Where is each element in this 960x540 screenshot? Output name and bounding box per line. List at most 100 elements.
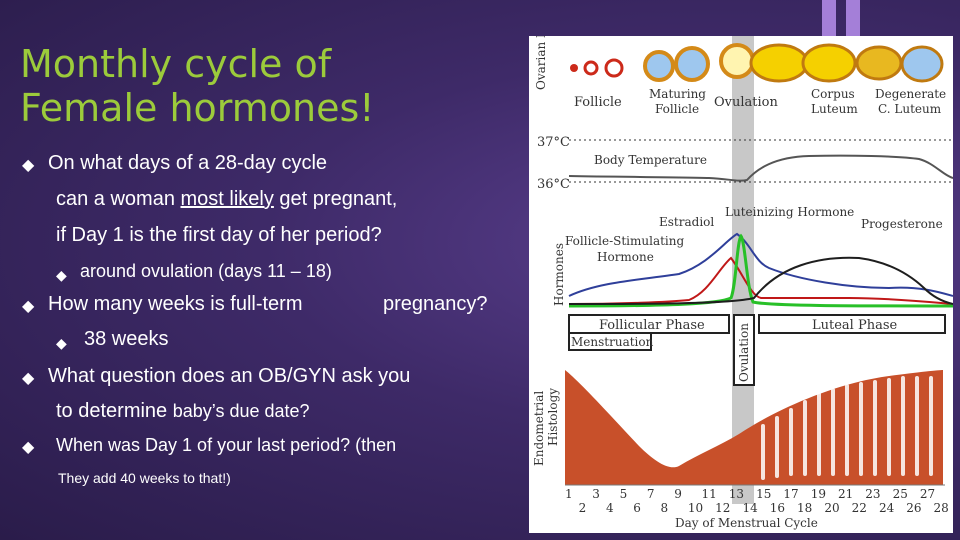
day-label-4: 4 (606, 501, 614, 515)
diamond-bullet-icon: ◆ (22, 370, 35, 387)
day-label-27: 27 (920, 487, 935, 501)
lh-label: Luteinizing Hormone (725, 205, 854, 219)
diamond-bullet-icon: ◆ (22, 298, 35, 315)
luteal-phase-box (758, 314, 946, 334)
answer-3-cont: They add 40 weeks to that!) (58, 470, 231, 486)
follicle-stage-1 (570, 64, 578, 72)
diamond-bullet-icon: ◆ (56, 335, 67, 351)
day-label-1: 1 (565, 487, 573, 501)
stage-corpus-luteum: Corpus Luteum (811, 87, 858, 116)
question-3: ◆ What question does an OB/GYN ask you (22, 363, 508, 389)
ovarian-label: Ovarian Histology (534, 36, 548, 90)
day-label-14: 14 (742, 501, 758, 515)
progesterone-curve (568, 256, 954, 305)
a2-text: 38 weeks (84, 328, 169, 350)
cycle-diagram: Ovarian Histology Follicle MaturingFolli… (532, 0, 954, 530)
day-label-24: 24 (879, 501, 895, 515)
maturing-follicle-2 (674, 46, 710, 82)
day-label-20: 20 (824, 501, 839, 515)
hormones-axis-label: Hormones (552, 243, 566, 306)
fsh-curve (568, 232, 954, 297)
day-label-23: 23 (865, 487, 880, 501)
day-label-5: 5 (620, 487, 628, 501)
endometrial-label-1: Endometrial (532, 391, 546, 466)
corpus-luteum-3 (855, 45, 903, 81)
fsh-label: Follicle-Stimulating Hormone (565, 234, 684, 264)
day-label-6: 6 (633, 501, 641, 515)
diamond-bullet-icon: ◆ (56, 267, 67, 283)
a3-line-1: When was Day 1 of your last period? (the… (56, 435, 397, 455)
q1-line-2c: get pregnant, (273, 188, 398, 210)
day-label-21: 21 (838, 487, 853, 501)
endometrial-glands (761, 376, 933, 480)
slide-title: Monthly cycle of Female hormones! (20, 42, 375, 130)
title-line-2: Female hormones! (20, 86, 375, 130)
day-label-10: 10 (688, 501, 703, 515)
x-axis-title: Day of Menstrual Cycle (675, 516, 818, 530)
day-label-7: 7 (647, 487, 655, 501)
q3-line-1: What question does an OB/GYN ask you (48, 365, 411, 387)
body-temperature-line (568, 154, 954, 182)
day-label-12: 12 (715, 501, 730, 515)
day-label-28: 28 (934, 501, 949, 515)
answer-3: ◆ When was Day 1 of your last period? (t… (22, 432, 397, 458)
q2-text-a: How many weeks is full-term (48, 293, 303, 315)
stage-maturing-follicle: Maturing Follicle (649, 87, 706, 116)
follicular-phase-label: Follicular Phase (599, 318, 705, 333)
day-label-2: 2 (579, 501, 587, 515)
endometrial-label-2: Histology (546, 388, 560, 446)
day-label-8: 8 (661, 501, 669, 515)
day-label-15: 15 (756, 487, 771, 501)
q1-line-2a: can a woman (56, 188, 181, 210)
accent-bar-left (822, 0, 836, 38)
shedding-endometrium (565, 370, 679, 485)
diamond-bullet-icon: ◆ (22, 157, 35, 174)
temp-36-label: 36°C (537, 177, 570, 192)
temp-37-label: 37°C (537, 135, 570, 150)
q3-line-2b: baby’s due date? (172, 401, 310, 421)
day-label-25: 25 (893, 487, 908, 501)
diamond-bullet-icon: ◆ (22, 439, 35, 456)
luteal-phase-label: Luteal Phase (812, 318, 898, 333)
follicle-stage-3 (604, 58, 624, 78)
day-labels: 1 3 5 7 9 11 13 15 17 19 21 23 25 272 4 6 8 10 12 14 16 18 20 2… (565, 487, 949, 515)
day-label-19: 19 (811, 487, 826, 501)
answer-2: ◆ 38 weeks (56, 326, 169, 352)
body-temperature-label: Body Temperature (594, 153, 707, 167)
q1-line-1: On what days of a 28-day cycle (48, 152, 328, 174)
day-label-17: 17 (783, 487, 798, 501)
q1-emphasis: most likely (180, 188, 274, 210)
a1-text: around ovulation (days 11 – 18) (80, 261, 332, 281)
answer-1: ◆ around ovulation (days 11 – 18) (56, 258, 332, 284)
title-line-1: Monthly cycle of (20, 42, 332, 86)
menstruation-label: Menstruation (571, 335, 654, 349)
ovulation-vertical-label: Ovulation (737, 323, 751, 382)
follicle-stage-2 (583, 60, 599, 76)
stage-follicle: Follicle (574, 95, 622, 110)
question-1: ◆ On what days of a 28-day cycle (22, 150, 498, 176)
ovulation-follicle (719, 43, 755, 79)
q2-text-b: pregnancy? (383, 293, 488, 315)
menstrual-cycle-figure: Ovarian Histology Follicle MaturingFolli… (529, 0, 954, 533)
corpus-luteum-2 (801, 43, 857, 83)
progesterone-label: Progesterone (861, 217, 943, 231)
estradiol-label: Estradiol (659, 215, 714, 229)
day-label-22: 22 (852, 501, 867, 515)
question-3-cont: to determine baby’s due date? (56, 398, 310, 424)
day-label-3: 3 (592, 487, 600, 501)
stage-ovulation: Ovulation (714, 95, 778, 110)
degenerate-c-luteum (900, 45, 944, 83)
accent-bar-right (846, 0, 860, 38)
ovulation-box (733, 314, 755, 386)
day-label-11: 11 (702, 487, 717, 501)
day-label-26: 26 (906, 501, 921, 515)
day-label-18: 18 (797, 501, 812, 515)
question-1-end: if Day 1 is the first day of her period? (56, 224, 382, 246)
day-label-13: 13 (729, 487, 744, 501)
corpus-luteum-1 (749, 43, 809, 83)
day-label-16: 16 (770, 501, 785, 515)
question-2: ◆ How many weeks is full-term pregnancy? (22, 291, 518, 317)
q3-line-2a: to determine (56, 400, 173, 422)
menstruation-box (568, 332, 652, 351)
maturing-follicle-1 (643, 50, 675, 82)
